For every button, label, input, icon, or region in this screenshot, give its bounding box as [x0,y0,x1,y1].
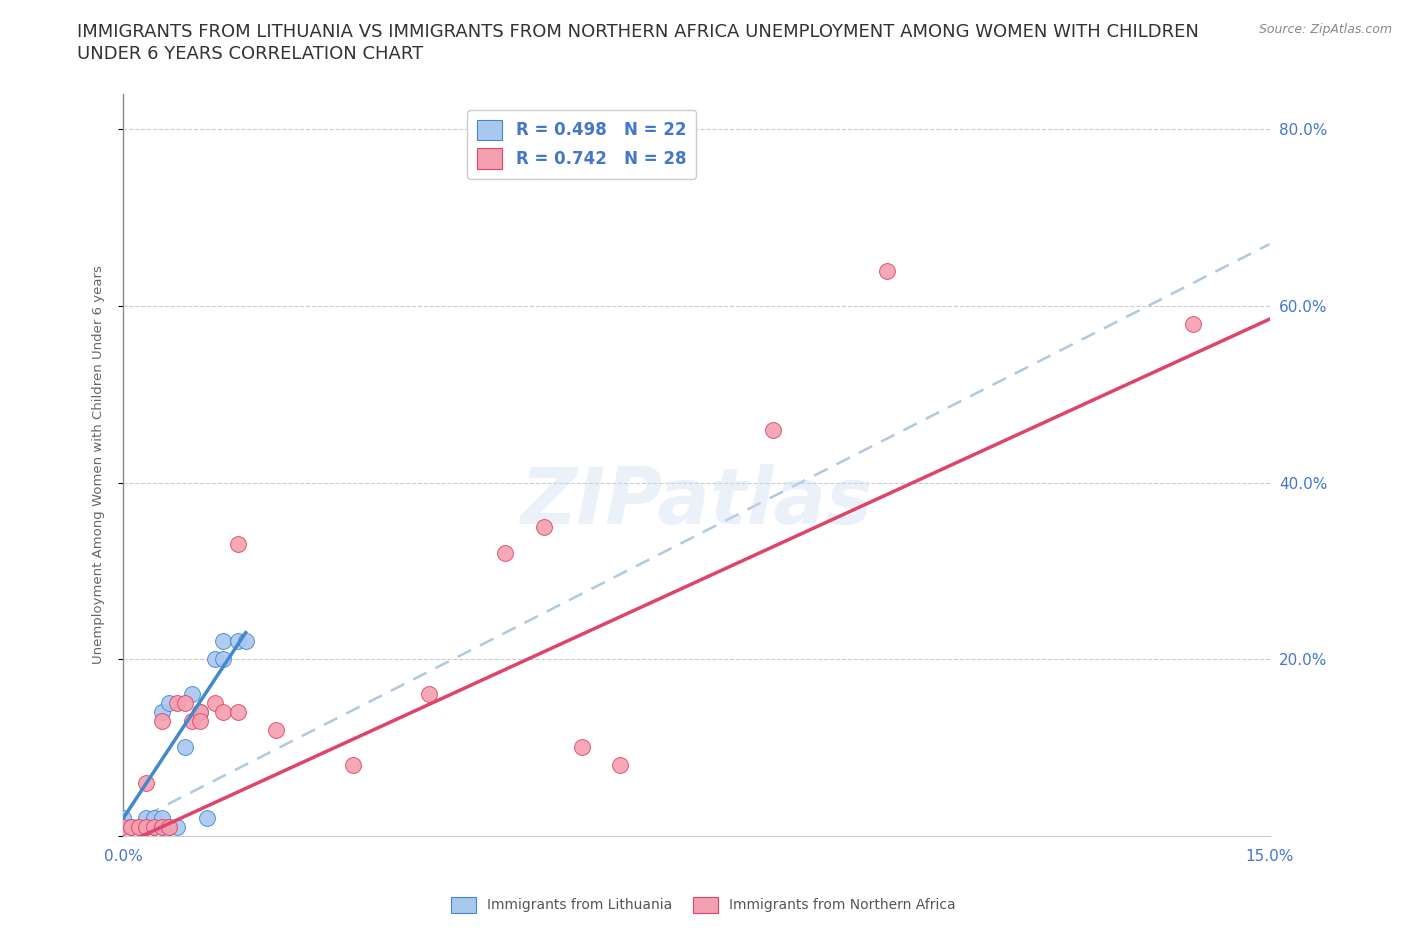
Point [226,634,249,649]
Point [166,696,188,711]
Point [173,740,195,755]
Legend: Immigrants from Lithuania, Immigrants from Northern Africa: Immigrants from Lithuania, Immigrants fr… [444,891,962,919]
Point [533,519,555,534]
Point [128,819,150,834]
Point [150,713,173,728]
Point [211,652,233,667]
Point [157,819,180,834]
Point [120,819,142,834]
Point [418,687,440,702]
Point [181,713,204,728]
Point [197,811,219,826]
Point [188,705,211,720]
Point [142,819,165,834]
Point [211,634,233,649]
Point [235,634,257,649]
Point [150,819,173,834]
Point [142,811,165,826]
Point [876,263,898,278]
Point [188,705,211,720]
Point [494,546,516,561]
Point [135,811,157,826]
Y-axis label: Unemployment Among Women with Children Under 6 years: Unemployment Among Women with Children U… [93,265,105,664]
Point [150,819,173,834]
Point [128,819,150,834]
Point [226,705,249,720]
Point [166,819,188,834]
Text: IMMIGRANTS FROM LITHUANIA VS IMMIGRANTS FROM NORTHERN AFRICA UNEMPLOYMENT AMONG : IMMIGRANTS FROM LITHUANIA VS IMMIGRANTS … [77,23,1199,41]
Point [609,758,631,773]
Text: UNDER 6 YEARS CORRELATION CHART: UNDER 6 YEARS CORRELATION CHART [77,45,423,62]
Text: Source: ZipAtlas.com: Source: ZipAtlas.com [1258,23,1392,36]
Legend: R = 0.498   N = 22, R = 0.742   N = 28: R = 0.498 N = 22, R = 0.742 N = 28 [467,110,696,179]
Point [204,652,226,667]
Point [135,819,157,834]
Point [1182,316,1205,331]
Point [762,422,785,437]
Point [571,740,593,755]
Point [135,819,157,834]
Point [226,537,249,551]
Point [150,705,173,720]
Point [112,811,135,826]
Point [112,819,135,834]
Point [150,811,173,826]
Text: ZIPatlas: ZIPatlas [520,464,873,540]
Point [264,723,287,737]
Point [181,687,204,702]
Point [157,696,180,711]
Point [342,758,364,773]
Point [173,696,195,711]
Point [204,696,226,711]
Point [157,819,180,834]
Point [142,819,165,834]
Point [120,819,142,834]
Point [135,776,157,790]
Point [188,713,211,728]
Point [211,705,233,720]
